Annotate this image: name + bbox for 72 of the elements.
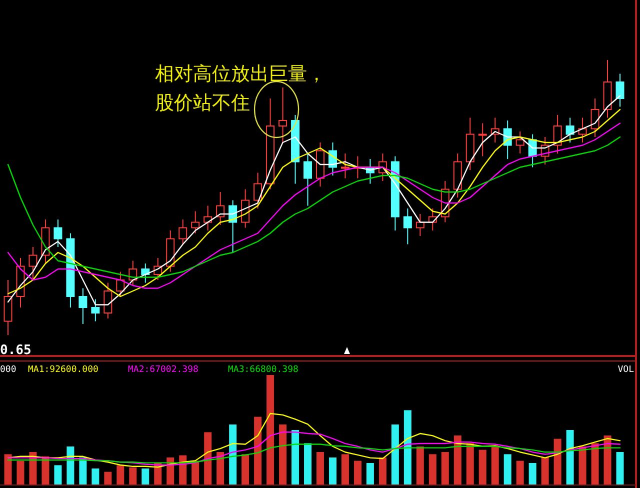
candlestick bbox=[578, 117, 587, 143]
candlestick bbox=[304, 153, 312, 206]
bar bbox=[566, 430, 574, 485]
candlestick bbox=[278, 87, 288, 143]
bar bbox=[304, 443, 312, 485]
candlestick bbox=[28, 246, 38, 280]
candlestick bbox=[54, 219, 62, 248]
bar bbox=[229, 424, 237, 485]
candlestick bbox=[216, 192, 225, 226]
candlestick bbox=[78, 288, 88, 324]
bar bbox=[142, 468, 150, 485]
bar bbox=[254, 416, 262, 485]
text: MA2:67002.398 bbox=[128, 365, 198, 375]
bar bbox=[604, 436, 612, 485]
candlestick bbox=[340, 153, 350, 179]
bar bbox=[129, 467, 137, 485]
bar bbox=[242, 454, 250, 485]
annotation: 相对高位放出巨量， bbox=[155, 63, 326, 85]
candlestick bbox=[553, 114, 562, 154]
bar bbox=[504, 454, 512, 485]
bar bbox=[266, 375, 274, 485]
bar bbox=[279, 424, 287, 485]
candlestick bbox=[403, 208, 412, 245]
bar bbox=[466, 443, 474, 485]
candlestick bbox=[566, 117, 574, 143]
bar bbox=[104, 472, 112, 485]
bar bbox=[428, 454, 436, 485]
bar bbox=[316, 452, 324, 485]
candlestick bbox=[104, 282, 112, 319]
text: 0.65 bbox=[0, 343, 32, 358]
candlestick bbox=[254, 172, 262, 209]
bar bbox=[328, 458, 336, 485]
candlestick bbox=[616, 73, 624, 108]
candlestick bbox=[590, 98, 600, 138]
bar bbox=[16, 460, 24, 485]
bar bbox=[204, 432, 212, 485]
bar bbox=[292, 430, 300, 485]
candlestick bbox=[416, 214, 424, 236]
bar bbox=[92, 468, 100, 485]
bar bbox=[416, 446, 424, 485]
bar bbox=[554, 438, 562, 485]
bar bbox=[616, 452, 624, 485]
annotation: VOL bbox=[618, 365, 634, 375]
bar bbox=[54, 465, 62, 485]
bar bbox=[391, 424, 399, 485]
bar bbox=[116, 465, 124, 485]
annotation: 000 bbox=[0, 365, 16, 375]
candlestick bbox=[91, 298, 100, 322]
bar bbox=[454, 436, 462, 485]
bar bbox=[366, 463, 374, 485]
bar bbox=[478, 450, 486, 485]
text: MA3:66800.398 bbox=[228, 365, 298, 375]
candlestick bbox=[516, 131, 524, 154]
bar bbox=[528, 463, 536, 485]
bar bbox=[66, 446, 74, 485]
bar bbox=[578, 446, 586, 485]
candlestick bbox=[191, 210, 200, 234]
bar bbox=[216, 452, 224, 485]
bar bbox=[541, 458, 549, 485]
bar bbox=[79, 458, 87, 485]
bar bbox=[378, 458, 386, 485]
candlestick bbox=[478, 122, 487, 157]
bar bbox=[491, 446, 499, 485]
annotation: 股价站不住 bbox=[155, 92, 250, 114]
text: MA1:92600.000 bbox=[28, 365, 98, 375]
bar bbox=[516, 460, 524, 485]
candlestick bbox=[178, 219, 188, 245]
bar bbox=[441, 452, 449, 485]
bar bbox=[591, 443, 599, 485]
bar bbox=[354, 460, 362, 485]
bar bbox=[404, 410, 412, 485]
bar bbox=[341, 454, 349, 485]
